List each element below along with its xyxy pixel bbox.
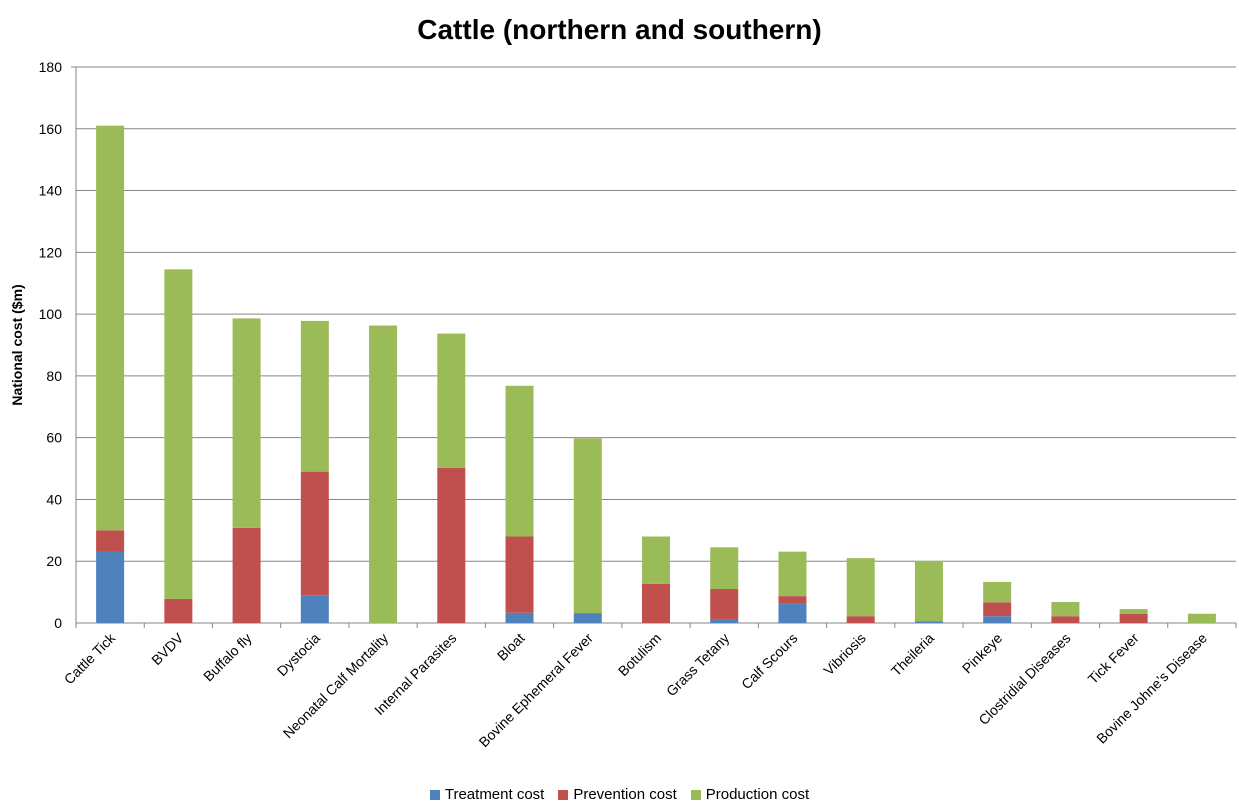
x-tick-label: BVDV [148, 629, 187, 668]
bar-treatment-cost [96, 551, 125, 623]
bar-production-cost [300, 320, 329, 472]
x-tick-label: Calf Scours [738, 630, 800, 692]
x-tick-label: Botulism [615, 630, 664, 679]
bar-production-cost [1119, 609, 1148, 614]
x-tick-label: Buffalo fly [200, 630, 255, 685]
bar-production-cost [778, 551, 807, 597]
bar-production-cost [96, 125, 125, 531]
x-tick-label: Bloat [494, 630, 528, 664]
x-tick-label: Tick Fever [1085, 630, 1142, 687]
bar-prevention-cost [505, 536, 534, 613]
x-tick-label: Cattle Tick [61, 629, 119, 687]
bar-prevention-cost [164, 598, 193, 623]
y-tick-label: 20 [46, 553, 62, 569]
bar-production-cost [710, 547, 739, 590]
y-tick-label: 180 [39, 59, 63, 75]
bar-prevention-cost [983, 602, 1012, 617]
legend-swatch [558, 789, 569, 800]
bar-treatment-cost [983, 616, 1012, 623]
bar-prevention-cost [300, 471, 329, 596]
bar-treatment-cost [573, 613, 602, 623]
legend: Treatment cost Prevention cost Production … [0, 786, 1239, 803]
legend-swatch [690, 789, 701, 800]
bar-production-cost [164, 269, 193, 599]
x-tick-label: Theileria [888, 630, 937, 679]
bar-production-cost [914, 560, 943, 622]
bar-production-cost [983, 581, 1012, 603]
x-tick-label: Dystocia [274, 630, 323, 679]
y-tick-label: 140 [39, 183, 63, 199]
legend-item: Treatment cost [429, 786, 545, 803]
bar-production-cost [232, 318, 261, 528]
bar-treatment-cost [914, 621, 943, 623]
bar-production-cost [437, 333, 466, 468]
bar-prevention-cost [710, 589, 739, 619]
bar-prevention-cost [437, 467, 466, 623]
bar-prevention-cost [778, 596, 807, 604]
legend-item: Production cost [690, 786, 810, 803]
bar-production-cost [1187, 613, 1216, 623]
bar-treatment-cost [778, 603, 807, 623]
x-tick-label: Bovine Ephemeral Fever [476, 630, 597, 751]
y-tick-label: 60 [46, 430, 62, 446]
bar-production-cost [642, 536, 670, 584]
y-tick-label: 0 [54, 615, 62, 631]
y-tick-label: 40 [46, 491, 62, 507]
y-tick-label: 80 [46, 368, 62, 384]
bar-prevention-cost [642, 583, 670, 623]
y-tick-label: 160 [39, 121, 63, 137]
legend-swatch [429, 789, 440, 800]
legend-label: Production cost [705, 786, 810, 803]
bar-prevention-cost [846, 616, 875, 623]
legend-label: Treatment cost [444, 786, 545, 803]
x-tick-label: Bovine Johne’s Disease [1093, 630, 1210, 747]
y-tick-label: 100 [39, 306, 63, 322]
bar-prevention-cost [232, 527, 261, 623]
bar-treatment-cost [505, 612, 534, 623]
bar-production-cost [573, 438, 602, 614]
bar-treatment-cost [710, 618, 739, 623]
bar-production-cost [846, 558, 875, 617]
bar-production-cost [369, 325, 398, 623]
chart-title: Cattle (northern and southern) [417, 14, 822, 45]
y-axis-label: National cost ($m) [9, 284, 25, 405]
bar-prevention-cost [1119, 613, 1148, 623]
bar-treatment-cost [300, 595, 329, 623]
legend-item: Prevention cost [558, 786, 677, 803]
bar-production-cost [1051, 601, 1080, 617]
x-tick-label: Pinkeye [959, 630, 1006, 677]
x-tick-label: Vibriosis [820, 630, 869, 679]
legend-label: Prevention cost [573, 786, 677, 803]
bar-prevention-cost [1051, 616, 1080, 623]
y-tick-label: 120 [39, 244, 63, 260]
bar-production-cost [505, 385, 534, 537]
bar-prevention-cost [96, 530, 125, 552]
x-tick-label: Grass Tetany [663, 630, 732, 699]
